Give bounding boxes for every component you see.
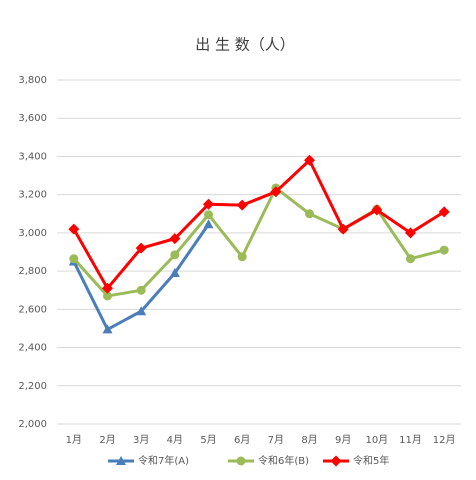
x-tick-label: 8月 bbox=[301, 434, 317, 446]
marker bbox=[438, 206, 450, 218]
marker bbox=[236, 456, 246, 466]
x-tick-label: 6月 bbox=[234, 434, 250, 446]
x-tick-label: 2月 bbox=[99, 434, 115, 446]
y-tick-label: 2,200 bbox=[18, 381, 47, 392]
marker bbox=[169, 233, 181, 245]
x-tick-label: 1月 bbox=[66, 434, 82, 446]
x-tick-label: 10月 bbox=[365, 434, 388, 446]
marker bbox=[204, 210, 213, 220]
y-tick-label: 2,400 bbox=[18, 343, 47, 354]
marker bbox=[337, 223, 349, 235]
marker bbox=[203, 198, 214, 210]
marker bbox=[69, 254, 79, 264]
marker bbox=[103, 291, 112, 301]
marker bbox=[116, 456, 126, 465]
x-tick-label: 7月 bbox=[268, 434, 284, 446]
y-tick-label: 3,000 bbox=[18, 228, 47, 239]
x-tick-label: 5月 bbox=[200, 434, 216, 446]
y-tick-label: 3,800 bbox=[18, 75, 47, 86]
marker bbox=[371, 204, 383, 216]
marker bbox=[136, 285, 146, 295]
marker bbox=[406, 254, 415, 264]
marker bbox=[439, 245, 449, 255]
y-tick-label: 2,000 bbox=[18, 419, 47, 430]
chart-title: 出 生 数（人） bbox=[195, 36, 295, 54]
x-tick-label: 12月 bbox=[433, 434, 456, 446]
marker bbox=[170, 250, 180, 260]
series-line bbox=[72, 186, 445, 298]
y-tick-label: 3,400 bbox=[18, 151, 47, 162]
y-tick-label: 2,600 bbox=[18, 304, 47, 315]
marker bbox=[270, 186, 282, 198]
marker bbox=[102, 282, 113, 294]
marker bbox=[136, 306, 147, 316]
x-tick-label: 11月 bbox=[399, 434, 422, 446]
y-tick-label: 3,200 bbox=[18, 190, 47, 201]
marker bbox=[330, 455, 342, 467]
x-tick-label: 9月 bbox=[335, 434, 351, 446]
marker bbox=[135, 242, 147, 254]
marker bbox=[203, 219, 214, 229]
marker bbox=[304, 154, 315, 166]
marker bbox=[102, 324, 113, 334]
legend-label: 令和7年(A) bbox=[138, 454, 189, 467]
legend-item: 令和6年(B) bbox=[228, 454, 309, 467]
marker bbox=[169, 268, 180, 278]
legend-label: 令和6年(B) bbox=[258, 454, 309, 467]
y-tick-label: 2,800 bbox=[18, 266, 47, 277]
legend-label: 令和5年 bbox=[353, 454, 389, 467]
marker bbox=[405, 227, 416, 239]
marker bbox=[237, 252, 247, 262]
marker bbox=[236, 199, 248, 211]
marker bbox=[305, 209, 314, 219]
x-tick-label: 4月 bbox=[167, 434, 183, 446]
series-line bbox=[72, 158, 445, 290]
marker bbox=[68, 223, 80, 235]
legend-item: 令和7年(A) bbox=[108, 454, 189, 467]
y-tick-label: 3,600 bbox=[18, 113, 47, 124]
x-tick-label: 3月 bbox=[133, 434, 149, 446]
legend-item: 令和5年 bbox=[323, 454, 389, 467]
